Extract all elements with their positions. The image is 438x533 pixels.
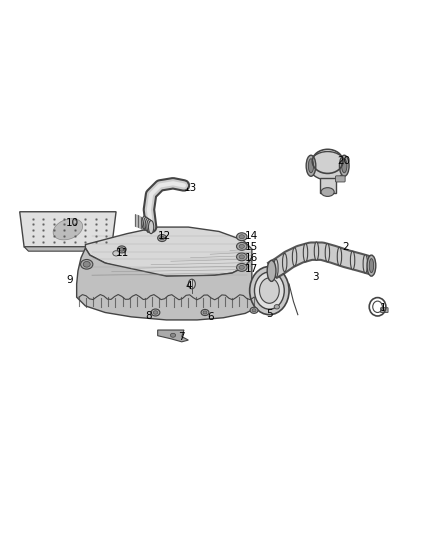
Ellipse shape <box>237 233 247 241</box>
Ellipse shape <box>237 243 247 251</box>
Ellipse shape <box>120 248 124 251</box>
Ellipse shape <box>117 246 126 253</box>
Ellipse shape <box>239 255 244 259</box>
Ellipse shape <box>308 159 314 173</box>
Ellipse shape <box>239 265 244 269</box>
Ellipse shape <box>148 221 154 233</box>
Ellipse shape <box>239 245 244 248</box>
Ellipse shape <box>363 255 367 273</box>
Ellipse shape <box>367 255 376 276</box>
Ellipse shape <box>350 251 355 270</box>
Ellipse shape <box>158 235 166 241</box>
Text: 12: 12 <box>158 231 171 241</box>
Text: 14: 14 <box>245 231 258 241</box>
FancyBboxPatch shape <box>381 308 388 312</box>
Ellipse shape <box>237 253 247 261</box>
FancyBboxPatch shape <box>320 177 336 193</box>
Ellipse shape <box>147 220 152 232</box>
Ellipse shape <box>325 244 330 262</box>
Ellipse shape <box>337 247 342 265</box>
Text: 4: 4 <box>185 281 192 291</box>
Ellipse shape <box>306 155 316 176</box>
Text: 1: 1 <box>380 303 387 313</box>
Ellipse shape <box>201 310 209 316</box>
Ellipse shape <box>339 155 349 176</box>
Ellipse shape <box>250 266 289 314</box>
Text: 7: 7 <box>178 332 185 342</box>
Ellipse shape <box>254 272 284 309</box>
Text: 17: 17 <box>245 264 258 273</box>
Ellipse shape <box>314 242 318 260</box>
Text: 3: 3 <box>312 272 319 282</box>
Ellipse shape <box>274 259 278 278</box>
Ellipse shape <box>309 151 346 180</box>
Ellipse shape <box>83 262 90 267</box>
Polygon shape <box>158 330 188 342</box>
Text: 20: 20 <box>337 156 350 166</box>
Text: 16: 16 <box>245 253 258 263</box>
Ellipse shape <box>321 188 334 197</box>
Ellipse shape <box>239 235 244 239</box>
Ellipse shape <box>81 260 93 269</box>
Polygon shape <box>85 227 252 276</box>
Ellipse shape <box>342 159 347 173</box>
Ellipse shape <box>160 236 164 240</box>
Ellipse shape <box>53 219 83 240</box>
Text: 6: 6 <box>207 312 214 322</box>
Ellipse shape <box>252 309 256 312</box>
Ellipse shape <box>283 253 287 272</box>
Text: 13: 13 <box>184 183 197 192</box>
Ellipse shape <box>267 260 276 281</box>
Text: 11: 11 <box>116 248 129 259</box>
Text: 5: 5 <box>266 309 273 319</box>
Text: 10: 10 <box>66 217 79 228</box>
FancyBboxPatch shape <box>336 176 345 182</box>
Ellipse shape <box>145 219 151 231</box>
Text: 9: 9 <box>67 274 74 285</box>
Ellipse shape <box>142 216 147 229</box>
Text: 2: 2 <box>343 242 350 252</box>
Text: 15: 15 <box>245 242 258 252</box>
Ellipse shape <box>369 259 374 273</box>
Ellipse shape <box>203 311 207 314</box>
Ellipse shape <box>293 248 297 266</box>
Ellipse shape <box>303 244 307 262</box>
Ellipse shape <box>237 263 247 271</box>
Ellipse shape <box>153 311 158 314</box>
Ellipse shape <box>250 307 258 313</box>
Text: 8: 8 <box>145 311 152 320</box>
Ellipse shape <box>151 309 160 316</box>
Ellipse shape <box>170 333 176 337</box>
Ellipse shape <box>113 251 119 256</box>
Ellipse shape <box>144 217 149 230</box>
Ellipse shape <box>259 278 279 303</box>
Ellipse shape <box>188 279 195 289</box>
Polygon shape <box>20 212 116 247</box>
Ellipse shape <box>274 304 279 309</box>
Polygon shape <box>24 247 112 251</box>
Polygon shape <box>77 248 263 320</box>
